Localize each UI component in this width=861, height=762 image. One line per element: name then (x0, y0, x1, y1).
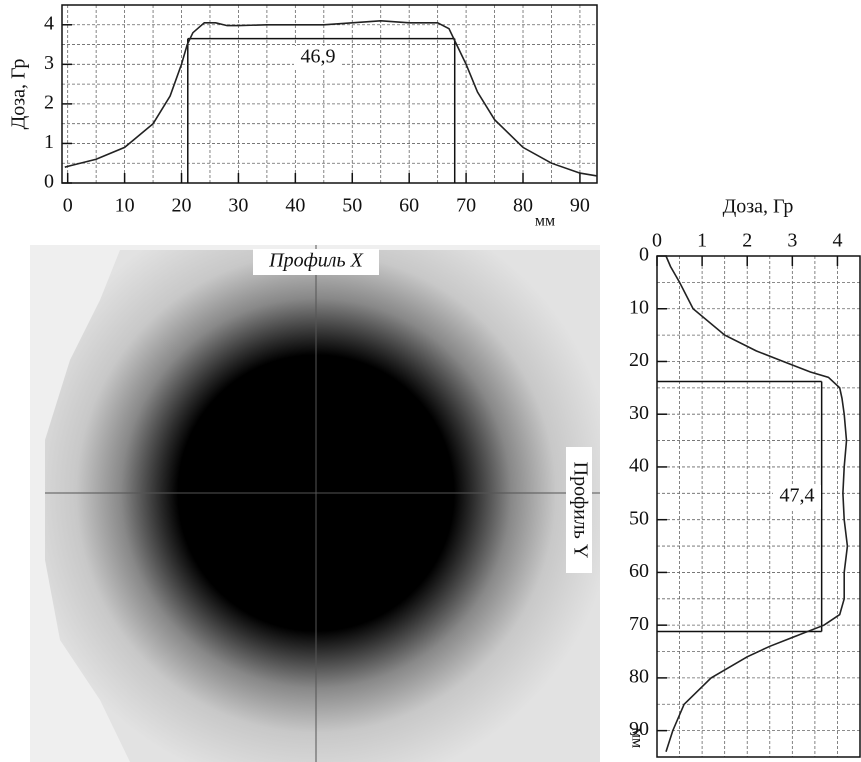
y-tick-label: 20 (629, 349, 649, 371)
y-tick-label: 2 (44, 91, 54, 113)
x-tick-label: 0 (652, 230, 662, 252)
x-tick-label: 90 (570, 195, 590, 217)
x-tick-label: 40 (285, 195, 305, 217)
y-tick-label: 70 (629, 613, 649, 635)
y-tick-label: 50 (629, 507, 649, 529)
x-tick-label: 70 (456, 195, 476, 217)
x-tick-label: 10 (115, 195, 135, 217)
y-tick-label: 0 (44, 171, 54, 193)
x-tick-label: 3 (787, 230, 797, 252)
x-tick-label: 80 (513, 195, 533, 217)
x-tick-label: 2 (742, 230, 752, 252)
profile-y-label: Профиль Y (569, 462, 591, 559)
axis-label: Доза, Гр (723, 196, 794, 218)
film-image: Профиль X Профиль Y (30, 245, 600, 762)
x-tick-label: 60 (399, 195, 419, 217)
x-tick-label: 20 (172, 195, 192, 217)
x-tick-label: 30 (228, 195, 248, 217)
y-tick-label: 60 (629, 560, 649, 582)
annotation: 47,4 (780, 485, 815, 507)
dose-profile (65, 21, 597, 176)
axis-unit: мм (628, 728, 645, 748)
plot-frame (62, 5, 597, 183)
y-tick-label: 30 (629, 402, 649, 424)
y-tick-label: 0 (639, 244, 649, 266)
x-tick-label: 1 (697, 230, 707, 252)
y-tick-label: 1 (44, 131, 54, 153)
annotation: 46,9 (301, 46, 336, 68)
y-tick-label: 40 (629, 455, 649, 477)
x-tick-label: 4 (832, 230, 842, 252)
x-tick-label: 50 (342, 195, 362, 217)
profile-x-label: Профиль X (268, 250, 363, 272)
film-dose-area (45, 250, 600, 762)
axis-unit: мм (535, 213, 555, 230)
y-tick-label: 10 (629, 296, 649, 318)
y-tick-label: 80 (629, 665, 649, 687)
y-tick-label: 3 (44, 52, 54, 74)
axis-label: Доза, Гр (8, 59, 30, 130)
y-tick-label: 4 (44, 12, 54, 34)
x-tick-label: 0 (63, 195, 73, 217)
figure: Профиль X Профиль Y 01020304050607080900… (0, 0, 861, 762)
plot-frame (657, 256, 860, 757)
